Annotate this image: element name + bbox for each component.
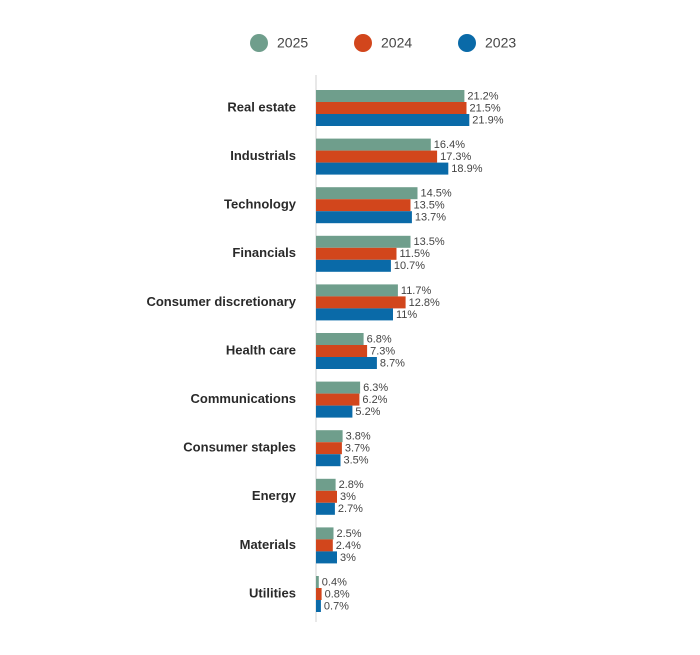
value-label: 3.8%: [346, 431, 371, 443]
bar: [316, 150, 438, 163]
category-label: Communications: [191, 391, 296, 406]
value-label: 6.8%: [367, 333, 392, 345]
value-label: 2.5%: [337, 528, 362, 540]
value-label: 2.4%: [336, 540, 361, 552]
value-label: 14.5%: [421, 188, 452, 200]
value-label: 2.8%: [339, 479, 364, 491]
bar: [316, 405, 353, 418]
bar: [316, 490, 337, 503]
bar: [316, 430, 343, 443]
category-label: Industrials: [230, 148, 296, 163]
bar: [316, 247, 397, 260]
value-label: 18.9%: [451, 163, 482, 175]
bar: [316, 381, 361, 394]
value-label: 11.7%: [401, 285, 432, 297]
bar: [316, 357, 377, 369]
category-label: Consumer discretionary: [146, 294, 296, 309]
value-label: 3%: [340, 491, 356, 503]
value-label: 13.5%: [414, 200, 445, 212]
category-label: Energy: [252, 488, 297, 503]
value-label: 0.8%: [325, 588, 350, 600]
bar: [316, 502, 335, 515]
category-label: Health care: [226, 342, 296, 357]
bar: [316, 600, 321, 612]
value-label: 3.7%: [345, 443, 370, 455]
category-label: Technology: [224, 197, 297, 212]
value-label: 16.4%: [434, 139, 465, 151]
bar: [316, 345, 368, 357]
value-label: 0.4%: [322, 576, 347, 588]
bar: [316, 442, 342, 455]
bar: [316, 138, 431, 151]
bar: [316, 296, 406, 309]
bar: [316, 393, 360, 406]
bar: [316, 162, 449, 175]
bar: [316, 333, 364, 345]
value-label: 6.3%: [363, 382, 388, 394]
value-label: 21.5%: [470, 102, 501, 114]
value-label: 7.3%: [370, 345, 395, 357]
value-label: 6.2%: [362, 394, 387, 406]
bar: [316, 259, 391, 272]
bar: [316, 90, 465, 102]
legend-marker: [458, 34, 476, 52]
bar: [316, 478, 336, 491]
category-label: Utilities: [249, 585, 296, 600]
bar: [316, 454, 341, 467]
legend-label: 2025: [277, 35, 308, 51]
value-label: 17.3%: [440, 151, 471, 163]
category-label: Consumer staples: [183, 440, 296, 455]
value-label: 12.8%: [409, 297, 440, 309]
value-label: 10.7%: [394, 260, 425, 272]
bar: [316, 539, 333, 552]
bar: [316, 527, 334, 540]
bar: [316, 576, 319, 588]
bar: [316, 588, 322, 600]
value-label: 11%: [396, 309, 417, 321]
bar: [316, 199, 411, 212]
value-label: 0.7%: [324, 600, 349, 612]
category-label: Financials: [232, 245, 296, 260]
bar: [316, 187, 418, 200]
bar: [316, 284, 398, 297]
bar: [316, 102, 467, 114]
bar: [316, 235, 411, 248]
legend-marker: [250, 34, 268, 52]
value-label: 2.7%: [338, 503, 363, 515]
value-label: 13.5%: [414, 236, 445, 248]
value-label: 5.2%: [355, 406, 380, 418]
bar: [316, 551, 337, 564]
value-label: 21.2%: [467, 90, 498, 102]
legend-label: 2024: [381, 35, 412, 51]
value-label: 21.9%: [472, 114, 503, 126]
category-label: Materials: [240, 537, 296, 552]
bar: [316, 114, 470, 126]
bar: [316, 308, 393, 321]
value-label: 3%: [340, 552, 356, 564]
category-label: Real estate: [227, 99, 296, 114]
value-label: 8.7%: [380, 357, 405, 369]
legend-marker: [354, 34, 372, 52]
bar: [316, 211, 412, 224]
value-label: 11.5%: [400, 248, 431, 260]
legend-label: 2023: [485, 35, 516, 51]
value-label: 3.5%: [344, 455, 369, 467]
value-label: 13.7%: [415, 212, 446, 224]
